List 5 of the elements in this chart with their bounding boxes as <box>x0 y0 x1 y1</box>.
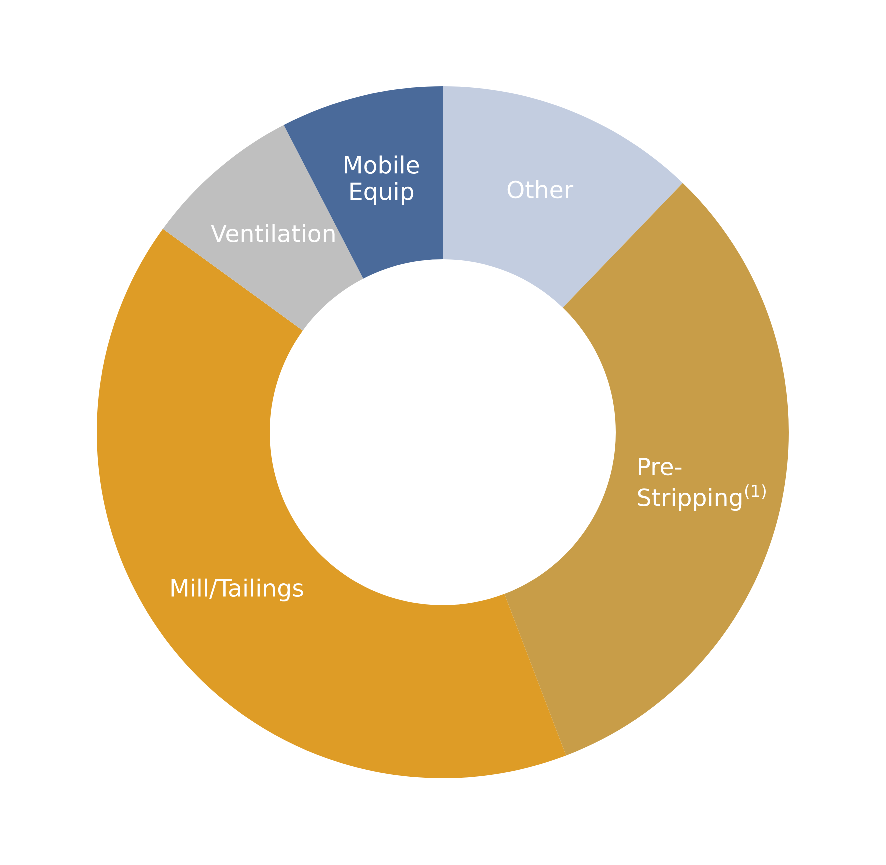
slice-label: Mill/Tailings <box>172 578 304 602</box>
slice-label: Other <box>508 180 574 199</box>
slice-label: Pre- Stripping$^{(1)}$ <box>638 458 766 512</box>
slice-label: Mobile Equip <box>345 156 420 206</box>
slice-label: Ventilation <box>211 224 335 243</box>
